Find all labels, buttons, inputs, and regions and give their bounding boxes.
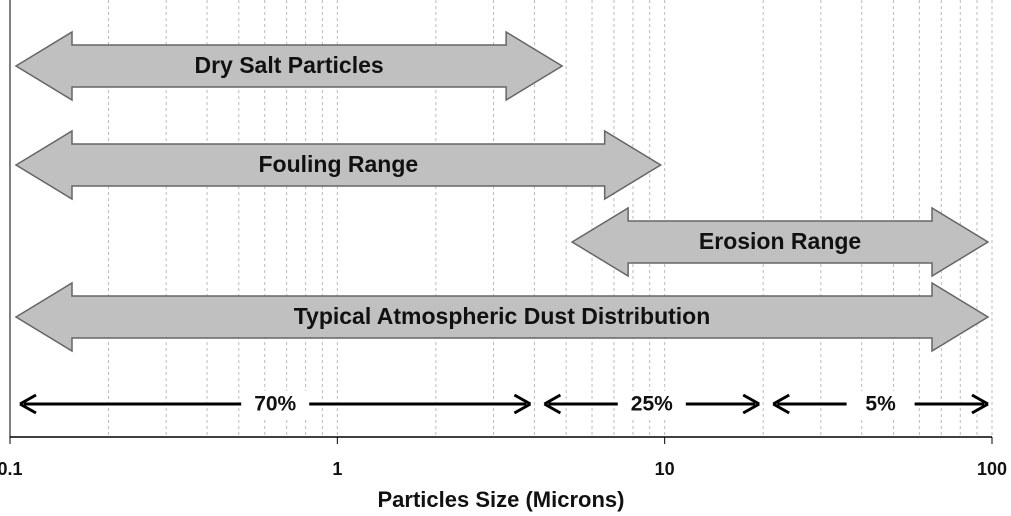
x-tick-label: 100 bbox=[977, 459, 1007, 479]
arrow-head bbox=[543, 393, 562, 415]
x-axis-label: Particles Size (Microns) bbox=[378, 487, 625, 512]
arrow-head bbox=[971, 393, 989, 415]
label-bg bbox=[617, 391, 686, 417]
arrow-head bbox=[513, 393, 532, 415]
range-arrow bbox=[570, 206, 990, 278]
label-bg bbox=[241, 391, 310, 417]
arrow-head bbox=[772, 393, 790, 415]
range-label: Typical Atmospheric Dust Distribution bbox=[294, 303, 711, 329]
x-tick-label: 1 bbox=[332, 459, 342, 479]
arrow-head bbox=[742, 393, 760, 415]
range-label: Dry Salt Particles bbox=[194, 52, 383, 78]
x-tick-label: 10 bbox=[655, 459, 675, 479]
label-bg bbox=[846, 391, 915, 417]
range-label: Erosion Range bbox=[699, 228, 861, 254]
range-arrow bbox=[14, 281, 990, 353]
range-label: Fouling Range bbox=[258, 151, 418, 177]
arrow-head bbox=[19, 393, 37, 415]
range-arrow bbox=[14, 30, 564, 102]
range-arrow bbox=[14, 129, 663, 201]
x-tick-label: 0.1 bbox=[0, 459, 23, 479]
share-label: 70% bbox=[254, 393, 296, 416]
share-label: 25% bbox=[631, 393, 673, 416]
share-label: 5% bbox=[865, 393, 896, 416]
